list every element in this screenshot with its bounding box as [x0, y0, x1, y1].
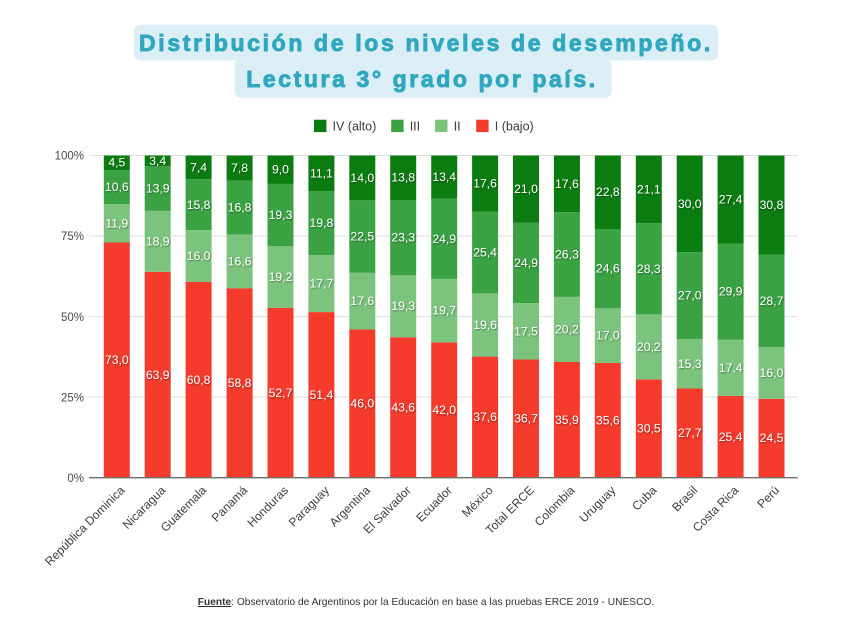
svg-text:28,7: 28,7 [760, 294, 784, 308]
svg-text:43,6: 43,6 [391, 401, 415, 415]
svg-text:100%: 100% [55, 151, 84, 163]
svg-text:0%: 0% [67, 473, 84, 485]
svg-text:I (bajo): I (bajo) [495, 119, 534, 133]
svg-text:4,5: 4,5 [108, 156, 125, 170]
svg-text:22,8: 22,8 [596, 185, 620, 199]
svg-text:25%: 25% [61, 392, 84, 404]
svg-text:Ecuador: Ecuador [413, 483, 455, 525]
svg-text:36,7: 36,7 [514, 412, 538, 426]
svg-text:10,6: 10,6 [105, 180, 129, 194]
svg-text:República Dominica: República Dominica [42, 483, 128, 569]
svg-text:63,9: 63,9 [146, 368, 170, 382]
svg-text:19,7: 19,7 [432, 304, 456, 318]
svg-text:35,9: 35,9 [555, 413, 579, 427]
svg-text:Panamá: Panamá [209, 483, 251, 525]
svg-text:19,2: 19,2 [269, 270, 293, 284]
svg-text:Cuba: Cuba [629, 483, 659, 513]
svg-text:60,8: 60,8 [187, 373, 211, 387]
svg-text:Honduras: Honduras [244, 483, 291, 530]
svg-text:13,9: 13,9 [146, 182, 170, 196]
svg-text:13,8: 13,8 [391, 171, 415, 185]
svg-text:16,0: 16,0 [187, 249, 211, 263]
svg-text:11,9: 11,9 [105, 216, 128, 230]
svg-text:Perú: Perú [754, 483, 782, 511]
svg-text:15,8: 15,8 [187, 198, 211, 212]
svg-text:25,4: 25,4 [473, 246, 497, 260]
svg-text:Colombia: Colombia [532, 483, 578, 529]
svg-text:IV (alto): IV (alto) [333, 119, 377, 133]
svg-text:50%: 50% [61, 312, 84, 324]
svg-text:58,8: 58,8 [228, 376, 252, 390]
svg-text:7,4: 7,4 [190, 160, 207, 174]
svg-text:3,4: 3,4 [149, 154, 166, 168]
svg-text:27,4: 27,4 [719, 193, 743, 207]
svg-text:27,0: 27,0 [678, 289, 702, 303]
svg-text:16,0: 16,0 [760, 366, 784, 380]
svg-text:20,2: 20,2 [637, 340, 661, 354]
svg-text:17,6: 17,6 [555, 177, 579, 191]
svg-text:Lectura 3° grado por país.: Lectura 3° grado por país. [246, 66, 598, 92]
svg-text:20,2: 20,2 [555, 323, 579, 337]
svg-text:30,8: 30,8 [760, 198, 784, 212]
svg-text:21,1: 21,1 [637, 182, 661, 196]
svg-text:17,7: 17,7 [310, 277, 334, 291]
svg-text:Brasil: Brasil [669, 483, 700, 514]
svg-text:27,7: 27,7 [678, 426, 702, 440]
svg-text:37,6: 37,6 [473, 410, 497, 424]
svg-text:México: México [459, 483, 496, 520]
svg-text:26,3: 26,3 [555, 248, 579, 262]
svg-text:51,4: 51,4 [310, 388, 334, 402]
svg-text:Paraguay: Paraguay [286, 483, 332, 529]
svg-text:17,6: 17,6 [350, 294, 374, 308]
svg-text:19,3: 19,3 [391, 299, 415, 313]
svg-text:35,6: 35,6 [596, 413, 620, 427]
svg-text:30,5: 30,5 [637, 422, 661, 436]
svg-text:17,4: 17,4 [719, 361, 743, 375]
svg-text:73,0: 73,0 [105, 353, 129, 367]
svg-text:24,9: 24,9 [432, 232, 456, 246]
svg-text:19,8: 19,8 [310, 216, 334, 230]
svg-text:29,9: 29,9 [719, 285, 743, 299]
svg-text:Fuente: Observatorio de Argent: Fuente: Observatorio de Argentinos por l… [198, 597, 654, 608]
svg-text:28,3: 28,3 [637, 262, 661, 276]
svg-text:13,4: 13,4 [432, 170, 456, 184]
svg-text:III: III [410, 119, 420, 133]
svg-text:21,0: 21,0 [514, 182, 538, 196]
svg-text:42,0: 42,0 [432, 403, 456, 417]
svg-text:9,0: 9,0 [272, 163, 289, 177]
svg-text:52,7: 52,7 [269, 386, 293, 400]
svg-text:24,6: 24,6 [596, 262, 620, 276]
svg-text:23,3: 23,3 [391, 231, 415, 245]
svg-text:30,0: 30,0 [678, 197, 702, 211]
svg-text:7,8: 7,8 [231, 161, 248, 175]
svg-text:Distribución de los niveles de: Distribución de los niveles de desempeño… [139, 30, 713, 56]
svg-text:17,6: 17,6 [473, 177, 497, 191]
svg-text:II: II [454, 119, 461, 133]
svg-text:14,0: 14,0 [350, 171, 374, 185]
svg-text:22,5: 22,5 [350, 230, 374, 244]
svg-text:19,3: 19,3 [269, 208, 293, 222]
svg-text:16,6: 16,6 [228, 255, 252, 269]
svg-text:75%: 75% [61, 231, 84, 243]
svg-text:16,8: 16,8 [228, 201, 252, 215]
svg-text:11,1: 11,1 [310, 166, 333, 180]
svg-text:17,0: 17,0 [596, 329, 620, 343]
svg-text:15,3: 15,3 [678, 357, 702, 371]
svg-text:24,5: 24,5 [760, 431, 784, 445]
svg-text:46,0: 46,0 [350, 397, 374, 411]
svg-text:Uruguay: Uruguay [576, 483, 618, 525]
svg-text:24,9: 24,9 [514, 256, 538, 270]
svg-text:25,4: 25,4 [719, 430, 743, 444]
svg-text:17,5: 17,5 [514, 324, 538, 338]
svg-text:18,9: 18,9 [146, 234, 170, 248]
svg-text:19,6: 19,6 [473, 318, 497, 332]
